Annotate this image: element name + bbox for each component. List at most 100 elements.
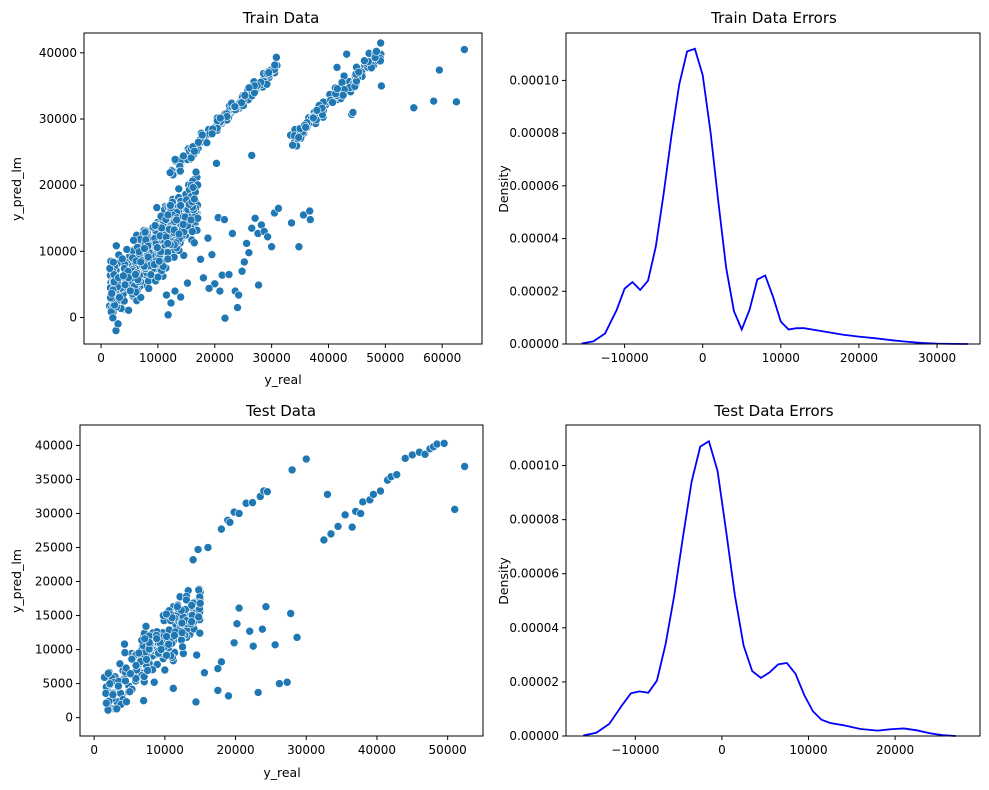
scatter-point: [188, 555, 198, 565]
scatter-point: [188, 227, 197, 236]
x-tick-label: 0: [699, 351, 707, 365]
scatter-point: [165, 168, 175, 177]
scatter-point: [176, 292, 185, 302]
scatter-point: [131, 661, 141, 670]
scatter-point: [250, 213, 260, 223]
scatter-point: [118, 254, 127, 264]
test-scatter-xticks: 0 10000 20000 30000 40000 50000: [90, 736, 467, 757]
scatter-point: [460, 462, 469, 471]
x-tick-label: 40000: [309, 351, 347, 365]
scatter-point: [126, 669, 135, 678]
scatter-point: [103, 705, 113, 715]
scatter-point: [162, 609, 171, 619]
scatter-point: [113, 319, 123, 329]
train-errors-frame: [565, 32, 981, 345]
scatter-point: [186, 215, 196, 225]
y-tick-label: 25000: [35, 540, 73, 554]
scatter-point: [247, 223, 257, 233]
scatter-point: [288, 140, 297, 150]
scatter-point: [333, 84, 342, 94]
y-tick-label: 15000: [35, 609, 73, 623]
scatter-point: [195, 598, 205, 608]
scatter-point: [224, 270, 234, 279]
scatter-point: [309, 113, 318, 123]
x-tick-label: 0: [90, 743, 98, 757]
scatter-point: [143, 252, 153, 262]
scatter-point: [294, 242, 304, 252]
scatter-point: [234, 290, 243, 300]
x-tick-label: 50000: [429, 743, 467, 757]
scatter-point: [195, 628, 205, 638]
scatter-point: [134, 648, 144, 658]
scatter-point: [248, 641, 258, 651]
train-scatter-yticks: 0 10000 20000 30000 40000: [39, 46, 84, 325]
scatter-point: [142, 655, 151, 664]
scatter-point: [126, 286, 135, 296]
scatter-point: [190, 238, 199, 248]
scatter-point: [452, 97, 461, 107]
scatter-point: [122, 245, 132, 254]
scatter-point: [163, 310, 173, 320]
scatter-point: [212, 159, 221, 168]
scatter-point: [409, 103, 419, 113]
scatter-point: [272, 53, 281, 62]
scatter-point: [183, 278, 192, 288]
y-tick-label: 0.00002: [509, 284, 559, 298]
scatter-point: [275, 679, 284, 688]
scatter-point: [347, 522, 357, 532]
x-tick-label: 40000: [358, 743, 396, 757]
test-errors-title: Test Data Errors: [713, 402, 833, 420]
scatter-point: [217, 657, 226, 667]
y-tick-label: 0.00006: [509, 567, 559, 581]
train-scatter-ylabel: y_pred_lm: [9, 157, 24, 221]
scatter-point: [120, 639, 129, 649]
x-tick-label: −10000: [611, 743, 659, 757]
scatter-point: [189, 194, 199, 204]
scatter-point: [301, 123, 310, 132]
scatter-point: [267, 242, 276, 252]
scatter-point: [258, 624, 267, 634]
train-scatter-frame: [83, 32, 483, 345]
scatter-point: [191, 697, 201, 707]
scatter-point: [169, 684, 178, 693]
scatter-point: [220, 313, 230, 323]
scatter-point: [282, 677, 292, 687]
scatter-point: [261, 602, 271, 612]
scatter-point: [420, 449, 430, 459]
scatter-point: [204, 284, 214, 293]
scatter-point: [200, 668, 209, 678]
scatter-point: [348, 108, 358, 117]
scatter-point: [286, 609, 295, 618]
y-tick-label: 35000: [35, 472, 73, 486]
scatter-point: [292, 633, 302, 642]
scatter-point: [232, 619, 242, 629]
x-tick-label: 30000: [918, 351, 956, 365]
y-tick-label: 20000: [39, 178, 77, 192]
scatter-point: [127, 654, 137, 664]
train-scatter-xlabel: y_real: [264, 372, 301, 387]
scatter-point: [240, 91, 250, 100]
scatter-point: [101, 689, 111, 698]
y-tick-label: 0.00008: [509, 126, 559, 140]
scatter-point: [228, 229, 237, 238]
scatter-point: [247, 151, 257, 160]
train-scatter-panel: Train Data 0 10000 20000 30000 40000 50000 600…: [9, 9, 483, 387]
scatter-point: [146, 270, 156, 279]
scatter-point: [244, 83, 254, 93]
scatter-point: [131, 674, 141, 683]
train-errors-panel: Train Data Errors −10000 0 10000 20000 30000…: [496, 9, 981, 365]
scatter-point: [136, 293, 146, 302]
test-errors-curve-group: [583, 439, 956, 737]
test-scatter-points: [100, 439, 469, 715]
scatter-point: [287, 465, 297, 475]
scatter-point: [153, 272, 163, 282]
scatter-point: [156, 645, 166, 654]
y-tick-label: 40000: [39, 46, 77, 60]
scatter-point: [178, 220, 188, 229]
test-scatter-xlabel: y_real: [263, 765, 300, 780]
scatter-point: [109, 257, 118, 267]
x-tick-label: 20000: [196, 351, 234, 365]
scatter-point: [120, 648, 130, 657]
scatter-point: [177, 618, 187, 628]
